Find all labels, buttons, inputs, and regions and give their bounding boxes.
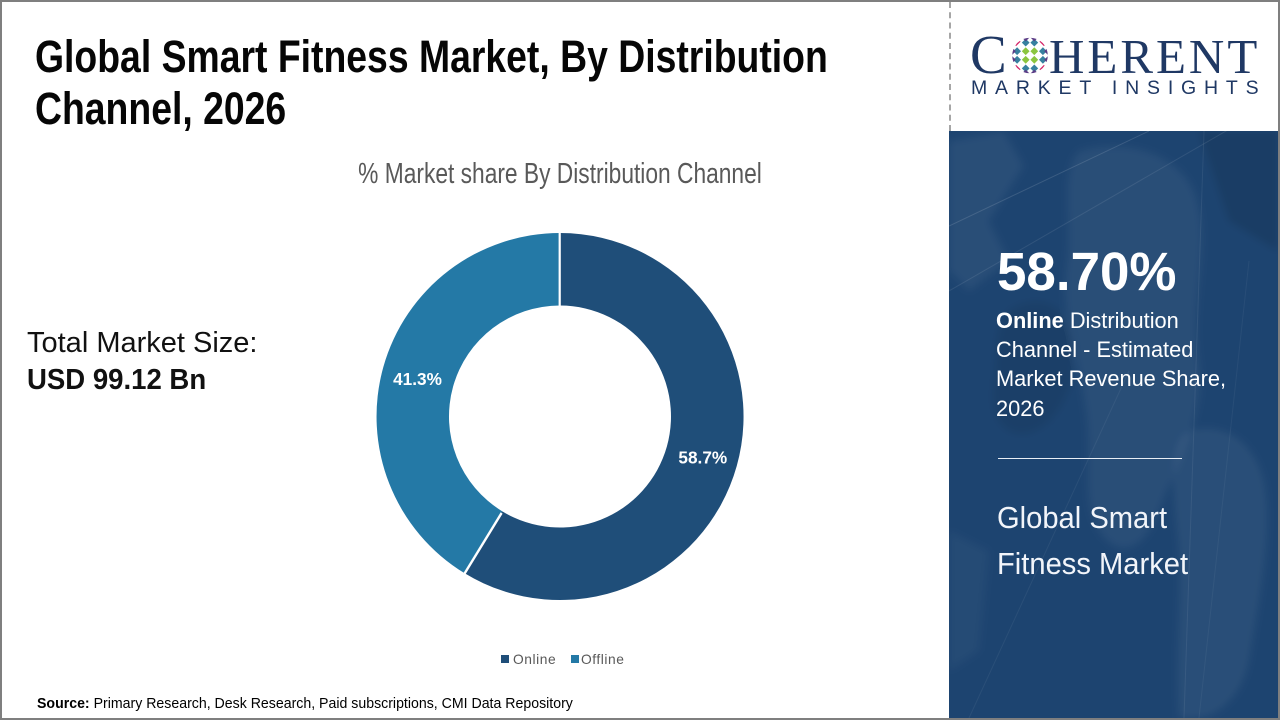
svg-text:HERENT: HERENT (1049, 29, 1260, 84)
svg-text:C: C (970, 24, 1007, 85)
svg-text:58.7%: 58.7% (678, 447, 727, 467)
svg-text:41.3%: 41.3% (393, 369, 442, 389)
svg-text:MARKET INSIGHTS: MARKET INSIGHTS (971, 77, 1266, 99)
